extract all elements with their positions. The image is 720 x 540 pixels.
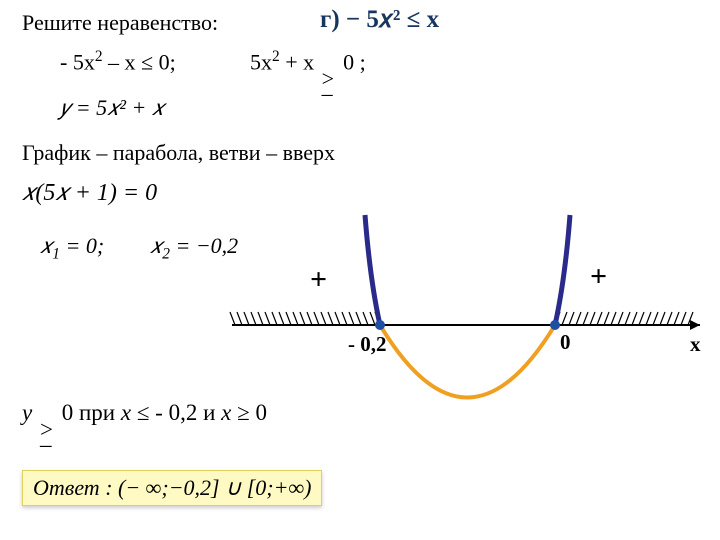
plus-right: + [590,260,607,294]
x-label-root1: - 0,2 [348,332,387,357]
concl-c: х [121,400,131,425]
concl-f: ≥ 0 [237,400,267,425]
x-axis-label: x [690,332,701,357]
concl-d: ≤ - 0,2 и [137,400,221,425]
concl-b: 0 при [62,400,121,425]
x-label-root2: 0 [560,330,571,355]
parabola-chart [0,0,720,540]
concl-y: у [22,400,38,425]
concl-e: х [221,400,231,425]
answer-box: Ответ : (− ∞;−0,2] ∪ [0;+∞) [22,470,322,506]
conclusion: у > _ 0 при х ≤ - 0,2 и х ≥ 0 [22,400,267,426]
plus-left: + [310,263,327,297]
